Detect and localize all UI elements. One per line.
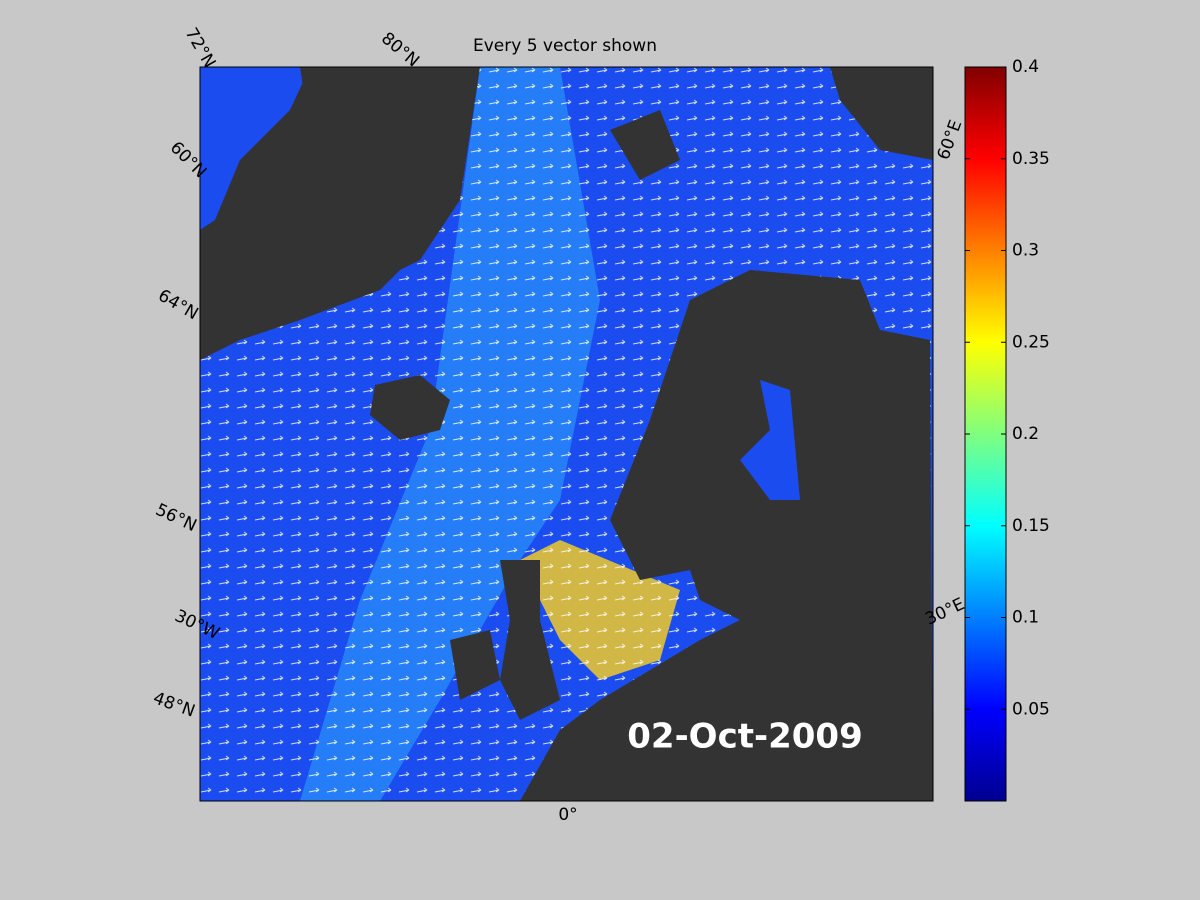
title: Every 5 vector shown (473, 36, 657, 56)
land-europe (520, 270, 933, 801)
colorbar-tick-label: 0.25 (1012, 332, 1050, 352)
land-britain (500, 560, 560, 720)
date-label: 02-Oct-2009 (627, 717, 862, 757)
lon-label: 60°E (934, 117, 967, 162)
colorbar-tick-label: 0.1 (1012, 608, 1039, 628)
colorbar-tick-label: 0.2 (1012, 424, 1039, 444)
colorbar-tick-label: 0.3 (1012, 241, 1039, 261)
lat-label: 80°N (377, 29, 423, 72)
lat-label: 64°N (154, 286, 201, 325)
sea-baffin (200, 67, 310, 230)
colorbar-tick-label: 0.05 (1012, 699, 1050, 719)
lon-label: 0° (558, 805, 577, 825)
colorbar-tick-label: 0.15 (1012, 516, 1050, 536)
land-greenland (200, 67, 440, 360)
land-iceland (370, 375, 450, 440)
lat-label: 48°N (150, 688, 197, 721)
sea-bothnia (740, 380, 800, 500)
land-ireland (450, 630, 500, 700)
lat-label: 56°N (152, 500, 199, 536)
map-frame (199, 66, 934, 802)
lat-label: 72°N (181, 24, 220, 71)
colorbar-tick-label: 0.4 (1012, 57, 1039, 77)
colorbar (964, 66, 1007, 802)
land-svalbard (610, 110, 680, 180)
land-novaya (830, 67, 933, 160)
map (200, 67, 933, 801)
land-north (300, 67, 480, 280)
colorbar-tick-label: 0.35 (1012, 149, 1050, 169)
